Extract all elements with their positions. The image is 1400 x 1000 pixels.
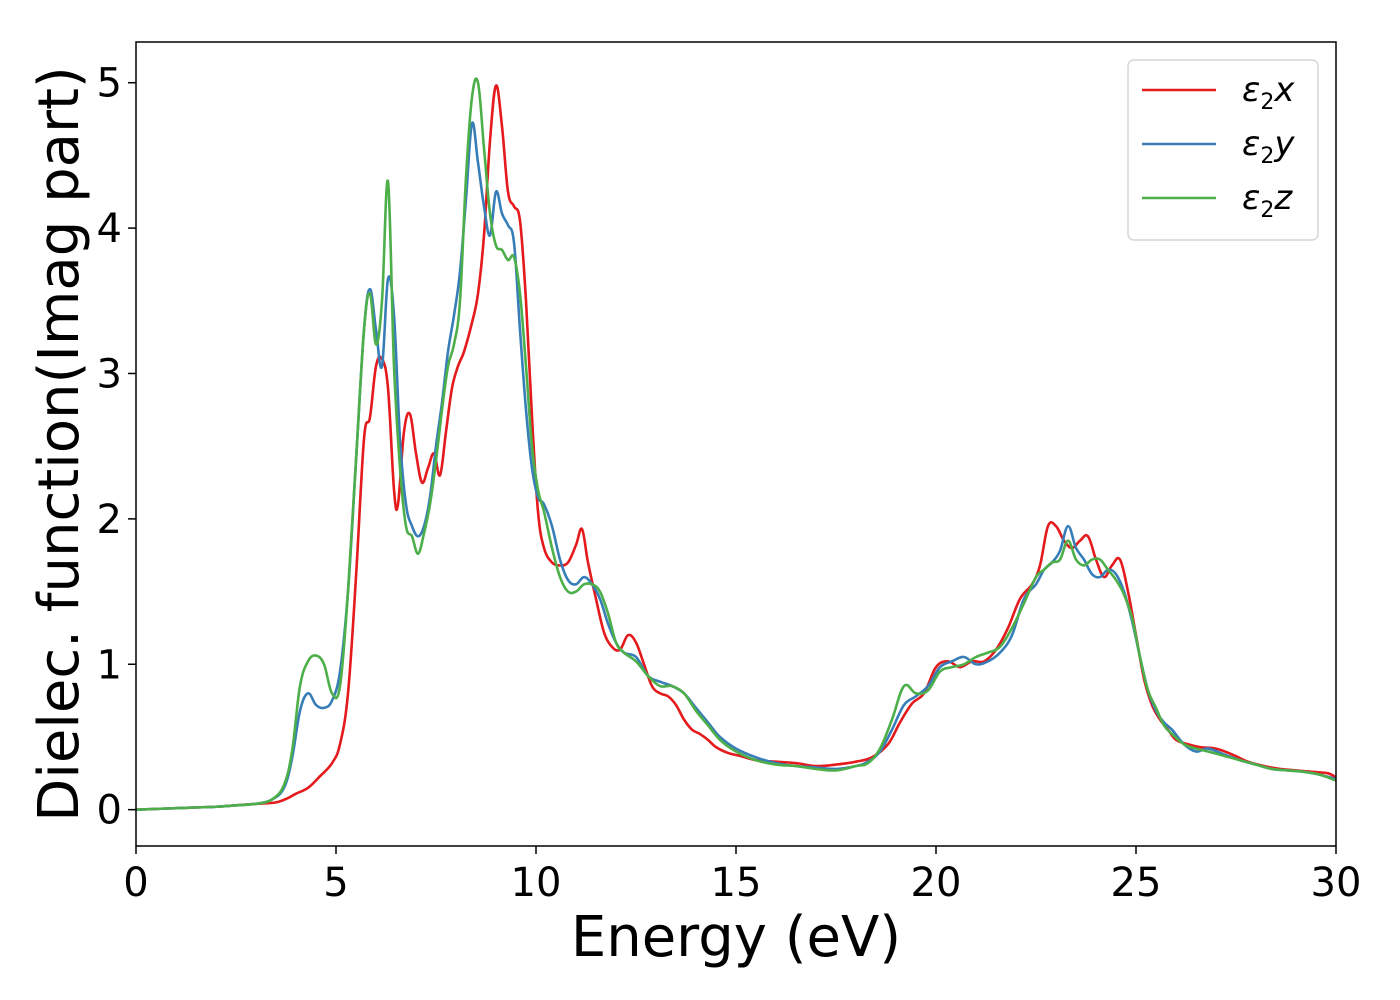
x-tick-label: 15 xyxy=(711,860,762,906)
legend: ε2x ε2y ε2z xyxy=(1127,59,1319,241)
y-tick-label: 4 xyxy=(97,206,122,252)
series-line-z xyxy=(136,77,1336,811)
x-tick-label: 5 xyxy=(323,860,348,906)
y-tick-label: 3 xyxy=(97,351,122,397)
x-tick-label: 20 xyxy=(911,860,962,906)
y-tick-label: 2 xyxy=(97,497,122,543)
legend-label-x: ε2x xyxy=(1242,70,1295,115)
y-tick-label: 5 xyxy=(97,61,122,107)
x-tick-label: 10 xyxy=(511,860,562,906)
y-tick-label: 0 xyxy=(97,788,122,834)
series-lines xyxy=(136,77,1336,811)
x-tick-label: 25 xyxy=(1111,860,1162,906)
y-axis-title: Dielec. function(Imag part) xyxy=(27,66,92,822)
x-tick-label: 0 xyxy=(123,860,148,906)
legend-label-z: ε2z xyxy=(1242,178,1293,223)
legend-box xyxy=(1127,59,1319,241)
legend-label-y: ε2y xyxy=(1242,124,1295,169)
y-axis-ticks: 0 1 2 3 4 5 xyxy=(97,61,136,834)
y-tick-label: 1 xyxy=(97,642,122,688)
x-axis-ticks: 0 5 10 15 20 25 30 xyxy=(123,846,1361,906)
x-axis-title: Energy (eV) xyxy=(571,905,901,970)
x-tick-label: 30 xyxy=(1311,860,1362,906)
